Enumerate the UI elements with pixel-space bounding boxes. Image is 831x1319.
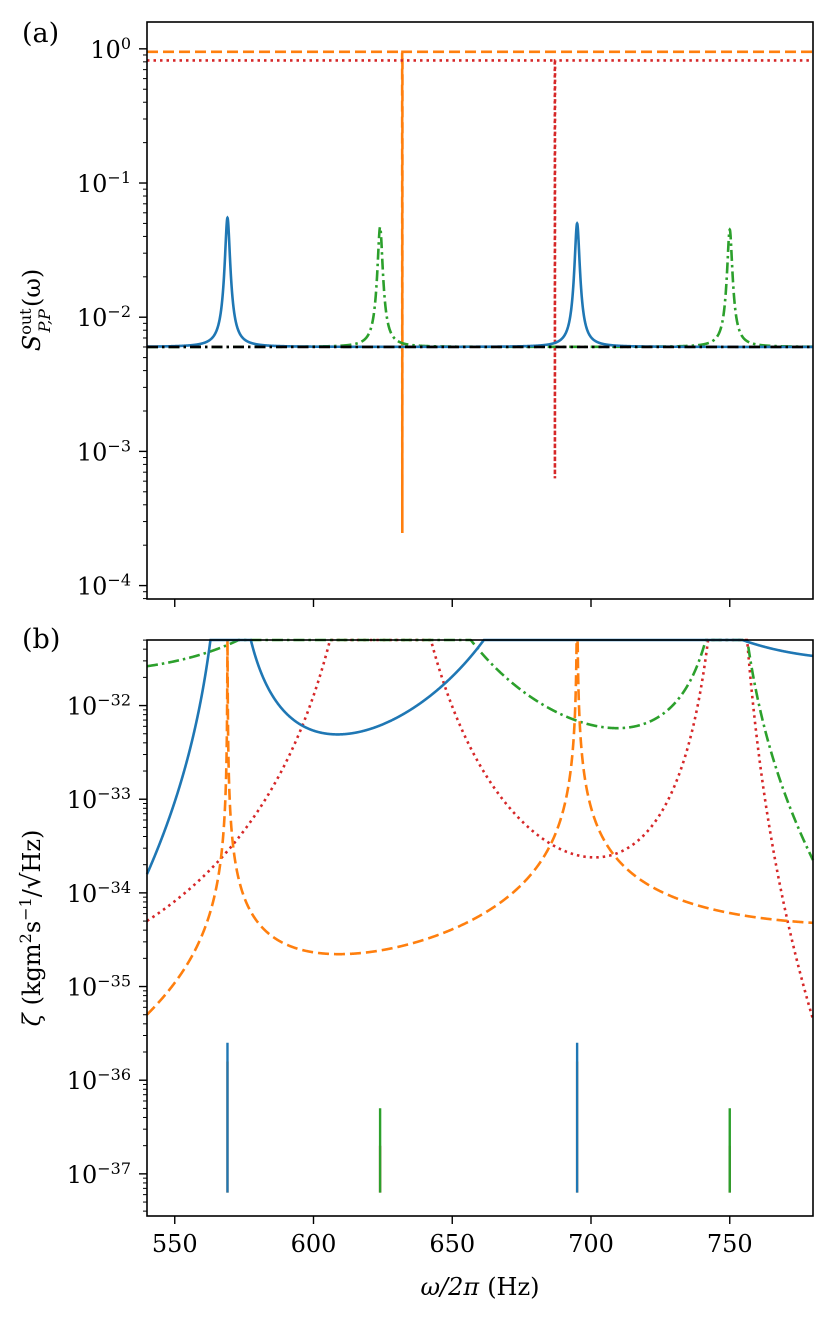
panel-a-frame [146, 21, 814, 600]
panel-b: (b) 10−32 10−33 10−34 10−35 10−36 10−37 550 600… [16, 624, 815, 1301]
series-a-green-dashdot [147, 224, 813, 349]
ytick-label-b: 10−33 [67, 784, 131, 815]
series-b-red-dotted [146, 638, 815, 1020]
ytick-label-b: 10−37 [67, 1158, 131, 1189]
panel-b-series [145, 638, 815, 1193]
xtick-label-b: 650 [429, 1230, 475, 1258]
panel-a-series [146, 50, 813, 533]
ytick-label-a: 10−3 [77, 436, 131, 467]
panel-a: (a) 100 10−1 10−2 10−3 10−4 SoutP,P(ω) [16, 18, 814, 607]
ytick-label-a: 10−1 [77, 168, 131, 199]
panel-b-frame [146, 639, 814, 1217]
series-b-orange-dashed [146, 638, 814, 1016]
xtick-label-b: 600 [291, 1230, 337, 1258]
panel-a-label: (a) [22, 18, 59, 49]
xtick-label-b: 700 [568, 1230, 614, 1258]
panel-b-xlabel: ω/2π (Hz) [420, 1273, 539, 1301]
ytick-label-a: 10−2 [77, 302, 131, 333]
panel-a-ylabel: SoutP,P(ω) [16, 269, 54, 352]
panel-a-ticks: 100 10−1 10−2 10−3 10−4 [77, 33, 731, 607]
series-a-red-dotted [147, 59, 813, 479]
ytick-label-b: 10−34 [67, 877, 131, 908]
panel-b-ticks: 10−32 10−33 10−34 10−35 10−36 10−37 550 600 650 7… [67, 639, 753, 1258]
panel-b-ylabel: ζ(kgm2s−1/√Hz) [16, 830, 48, 1027]
xtick-label-b: 550 [152, 1230, 198, 1258]
series-b-blue-solid [145, 638, 814, 875]
series-a-blue-solid [146, 215, 813, 349]
ytick-label-b: 10−32 [67, 690, 131, 721]
ytick-label-b: 10−35 [67, 971, 131, 1002]
xtick-label-b: 750 [707, 1230, 753, 1258]
ytick-label-a: 100 [90, 33, 131, 64]
ytick-label-b: 10−36 [67, 1065, 131, 1096]
ytick-label-a: 10−4 [77, 570, 131, 601]
series-a-orange-dashed [147, 50, 813, 533]
panel-b-label: (b) [22, 624, 60, 655]
